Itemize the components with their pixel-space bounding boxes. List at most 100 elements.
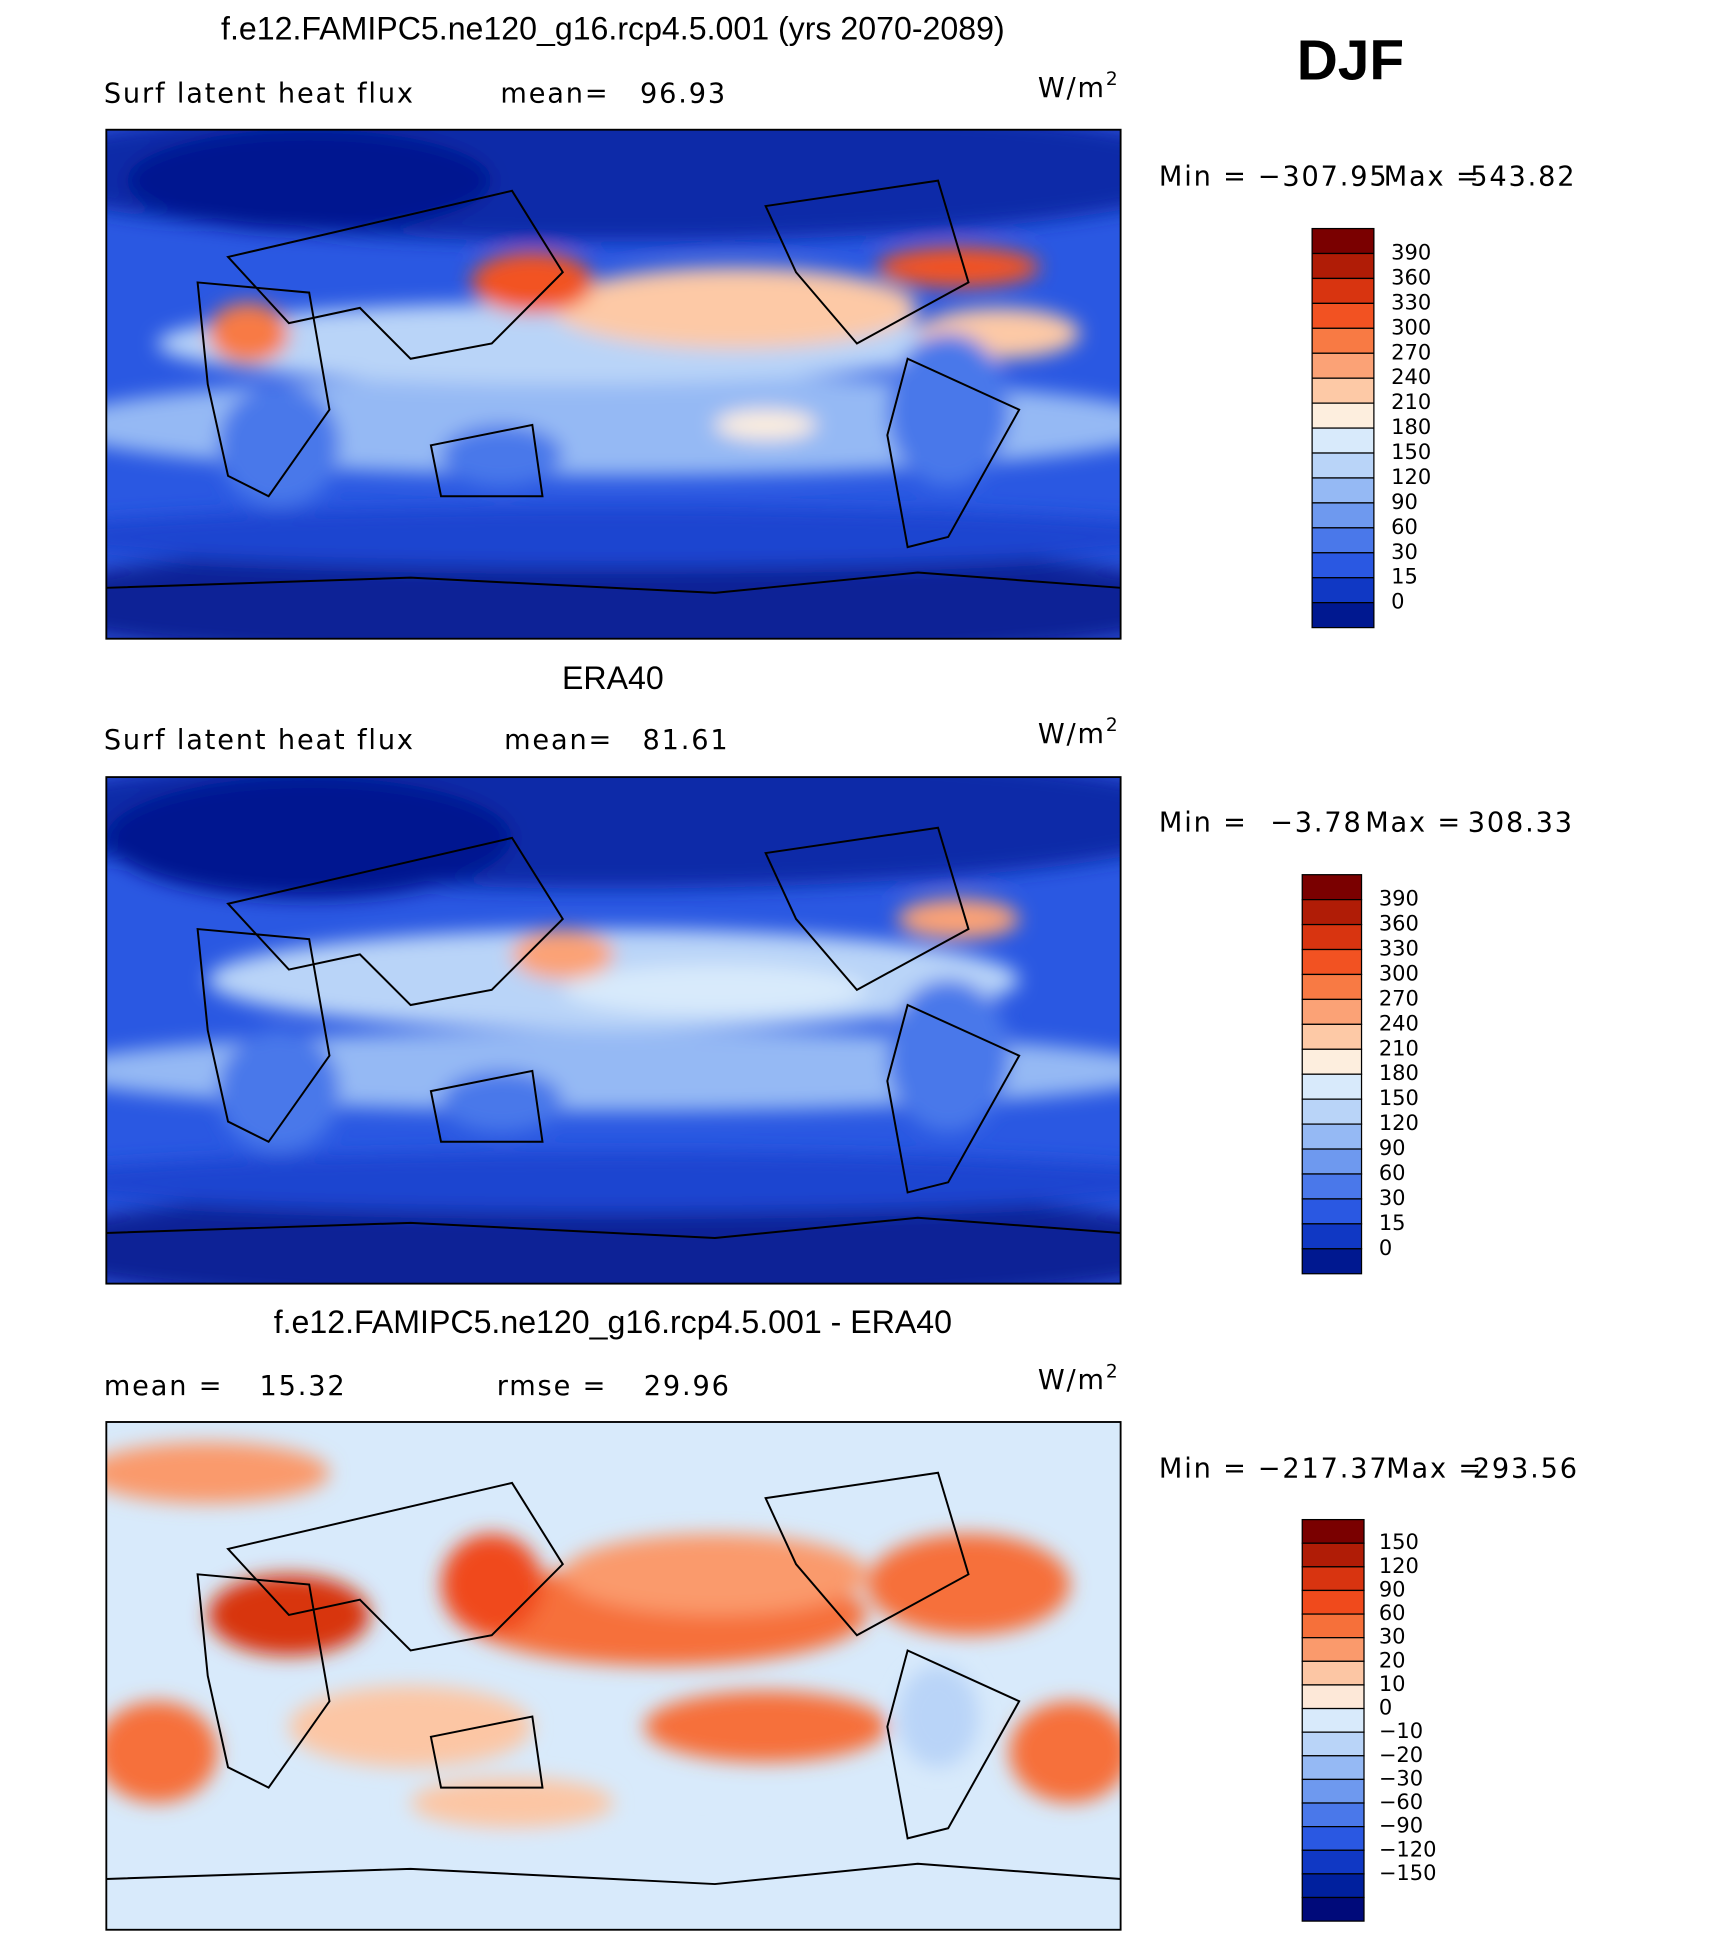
colorbar-label: 90 bbox=[1379, 1577, 1406, 1601]
colorbar-box bbox=[1301, 1637, 1365, 1662]
map-frame bbox=[105, 776, 1122, 1285]
colorbar-box bbox=[1311, 602, 1375, 629]
range-label: Min = bbox=[1159, 1454, 1248, 1485]
coastline bbox=[106, 571, 1121, 594]
colorbar-box bbox=[1301, 899, 1363, 926]
colorbar-box bbox=[1301, 1755, 1365, 1781]
colorbar-box bbox=[1301, 1613, 1365, 1639]
colorbar-label: 210 bbox=[1379, 1036, 1419, 1060]
coastline bbox=[226, 189, 565, 360]
units: W/m2 bbox=[1038, 715, 1120, 750]
colorbar-label: 120 bbox=[1379, 1554, 1419, 1578]
map-field bbox=[106, 129, 1121, 639]
map-blobs bbox=[106, 777, 1121, 1284]
field-blob bbox=[471, 251, 594, 313]
field-blob bbox=[217, 384, 340, 507]
colorbar-box bbox=[1301, 1198, 1363, 1225]
stat-label: mean = bbox=[104, 1371, 224, 1402]
colorbar-box bbox=[1311, 252, 1375, 280]
units-base: W/m bbox=[1038, 1365, 1106, 1396]
variable-label: Surf latent heat flux bbox=[104, 79, 415, 110]
colorbar-label: 15 bbox=[1379, 1211, 1406, 1235]
colorbar-box bbox=[1301, 1123, 1363, 1150]
colorbar-label: 240 bbox=[1379, 1011, 1419, 1035]
coastline bbox=[764, 826, 970, 992]
colorbar-label: −60 bbox=[1379, 1790, 1423, 1814]
range-label: Max = bbox=[1386, 1454, 1483, 1485]
field-blob bbox=[887, 333, 1010, 487]
field-blob bbox=[106, 1030, 1121, 1112]
colorbar-box bbox=[1301, 1098, 1363, 1125]
range-value: −3.78 bbox=[1270, 808, 1363, 839]
coastline bbox=[764, 1471, 970, 1637]
colorbar-label: 390 bbox=[1379, 887, 1419, 911]
colorbar-box bbox=[1311, 327, 1375, 354]
field-blob bbox=[897, 898, 1020, 940]
field-blob bbox=[512, 929, 614, 980]
field-blob bbox=[207, 302, 289, 364]
colorbar-label: −120 bbox=[1379, 1837, 1437, 1861]
colorbar-box bbox=[1311, 302, 1375, 329]
colorbar-box bbox=[1301, 948, 1363, 976]
colorbar-box bbox=[1301, 1073, 1363, 1100]
coastline bbox=[764, 179, 970, 345]
colorbar-box bbox=[1301, 1802, 1365, 1828]
colorbar-box bbox=[1301, 923, 1363, 951]
colorbar-box bbox=[1311, 477, 1375, 504]
field-blob bbox=[106, 374, 1121, 476]
coastline bbox=[886, 1649, 1021, 1840]
colorbar-label: 30 bbox=[1391, 540, 1418, 564]
stat-value: 15.32 bbox=[260, 1371, 347, 1402]
field-blob bbox=[877, 246, 1040, 288]
colorbar-box bbox=[1301, 1684, 1365, 1710]
colorbar-box bbox=[1311, 577, 1375, 604]
colorbar-label: 10 bbox=[1379, 1672, 1406, 1696]
units: W/m2 bbox=[1038, 69, 1120, 104]
coastline bbox=[886, 357, 1021, 549]
field-blob bbox=[106, 1151, 1121, 1213]
units: W/m2 bbox=[1038, 1361, 1120, 1396]
colorbar-box bbox=[1301, 1826, 1365, 1851]
colorbar-box bbox=[1301, 1248, 1363, 1275]
field-blob bbox=[441, 1070, 563, 1132]
colorbar-box bbox=[1311, 352, 1375, 379]
stat-value: 81.61 bbox=[643, 725, 730, 756]
season-title: DJF bbox=[1297, 29, 1404, 92]
field-blob bbox=[643, 1691, 888, 1763]
field-blob bbox=[897, 1665, 979, 1768]
coastline bbox=[196, 927, 331, 1144]
colorbar-box bbox=[1311, 277, 1375, 304]
colorbar-label: 90 bbox=[1379, 1136, 1406, 1160]
range-value: −307.95 bbox=[1258, 161, 1389, 192]
panel-title: ERA40 bbox=[562, 660, 664, 696]
field-blob bbox=[714, 409, 817, 441]
colorbar-box bbox=[1301, 998, 1363, 1025]
colorbar-box bbox=[1301, 874, 1363, 901]
colorbar-label: 360 bbox=[1379, 912, 1419, 936]
map-frame bbox=[105, 128, 1122, 640]
colorbar-box bbox=[1301, 1148, 1363, 1175]
colorbar-label: 180 bbox=[1379, 1061, 1419, 1085]
colorbar-label: 0 bbox=[1379, 1696, 1392, 1720]
colorbar-box bbox=[1301, 1589, 1365, 1615]
colorbar-box bbox=[1301, 1778, 1365, 1804]
colorbar-label: 150 bbox=[1391, 440, 1431, 464]
field-blob bbox=[106, 1187, 1121, 1284]
colorbar-box bbox=[1311, 227, 1375, 255]
colorbar-label: 270 bbox=[1379, 986, 1419, 1010]
field-blob bbox=[288, 1686, 533, 1768]
colorbar-box bbox=[1301, 1896, 1365, 1922]
field-blob bbox=[410, 1777, 614, 1829]
coastline bbox=[429, 1715, 544, 1789]
colorbar-label: 60 bbox=[1379, 1601, 1406, 1625]
stat-value: 96.93 bbox=[640, 79, 727, 110]
units-exponent: 2 bbox=[1106, 715, 1120, 736]
colorbar-label: 120 bbox=[1391, 465, 1431, 489]
colorbar-label: 15 bbox=[1391, 565, 1418, 589]
colorbar-label: 120 bbox=[1379, 1111, 1419, 1135]
colorbar-box bbox=[1311, 402, 1375, 429]
colorbar-box bbox=[1301, 1849, 1365, 1875]
colorbar-label: 60 bbox=[1379, 1161, 1406, 1185]
colorbar-label: −20 bbox=[1379, 1743, 1423, 1767]
